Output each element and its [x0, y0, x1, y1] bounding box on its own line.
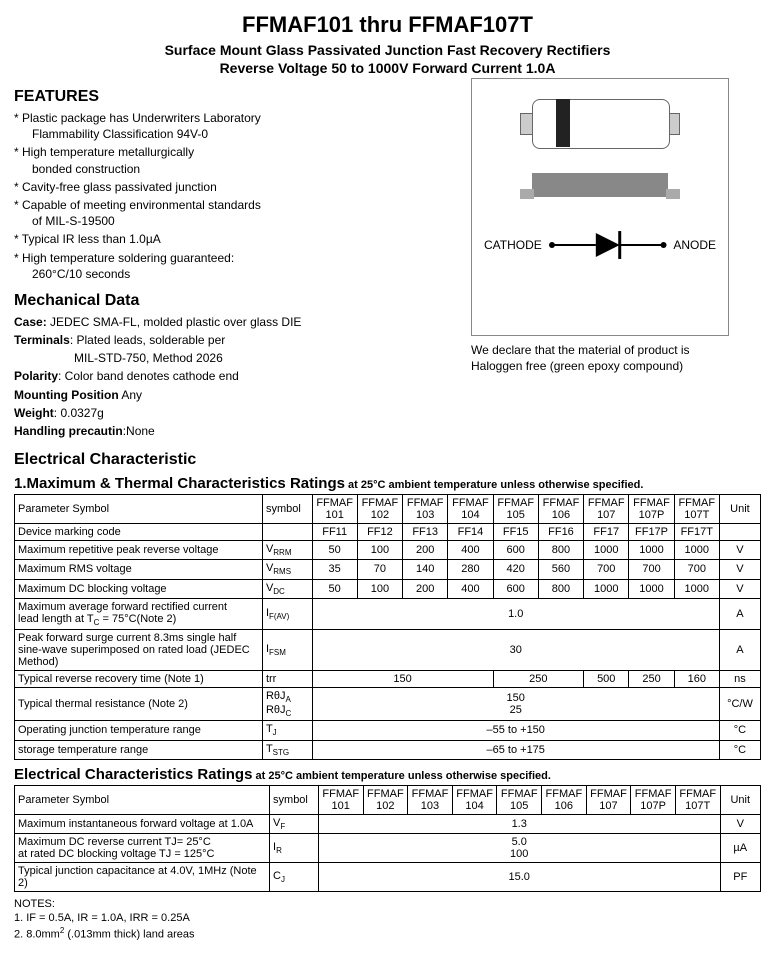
mechanical-data: Case: JEDEC SMA-FL, molded plastic over …	[14, 314, 459, 439]
table-row: storage temperature rangeTSTG–65 to +175…	[15, 740, 761, 759]
mechanical-heading: Mechanical Data	[14, 292, 459, 310]
table-row: Typical junction capacitance at 4.0V, 1M…	[15, 862, 761, 891]
table-row: Operating junction temperature rangeTJ–5…	[15, 721, 761, 740]
table-row: Parameter Symbolsymbol FFMAF 101FFMAF 10…	[15, 785, 761, 814]
feature-item: Plastic package has Underwriters Laborat…	[14, 110, 459, 142]
diode-symbol: CATHODE ANODE	[484, 225, 716, 265]
feature-item: Typical IR less than 1.0µA	[14, 231, 459, 247]
electrical-char-table: Parameter Symbolsymbol FFMAF 101FFMAF 10…	[14, 785, 761, 892]
feature-item: High temperature soldering guaranteed:26…	[14, 250, 459, 282]
table-row: Peak forward surge current 8.3ms single …	[15, 629, 761, 670]
electrical-heading: Electrical Characteristic	[14, 451, 761, 469]
notes-heading: NOTES:	[14, 898, 761, 910]
anode-label: ANODE	[673, 238, 716, 252]
table-row: Maximum DC reverse current TJ= 25°Cat ra…	[15, 833, 761, 862]
package-diagram: CATHODE ANODE	[471, 78, 729, 336]
feature-item: High temperature metallurgicallybonded c…	[14, 144, 459, 176]
feature-item: Cavity-free glass passivated junction	[14, 179, 459, 195]
package-side-view-icon	[520, 173, 680, 203]
note-item: 1. IF = 0.5A, IR = 1.0A, IRR = 0.25A	[14, 912, 761, 924]
material-declaration: We declare that the material of product …	[471, 342, 761, 374]
table-row: Maximum average forward rectified curren…	[15, 598, 761, 629]
feature-item: Capable of meeting environmental standar…	[14, 197, 459, 229]
table1-title: 1.Maximum & Thermal Characteristics Rati…	[14, 475, 761, 492]
page-subtitle-2: Reverse Voltage 50 to 1000V Forward Curr…	[14, 60, 761, 76]
table-row: Typical reverse recovery time (Note 1)tr…	[15, 670, 761, 687]
table-row: Maximum instantaneous forward voltage at…	[15, 814, 761, 833]
diode-icon	[548, 225, 668, 265]
page-subtitle-1: Surface Mount Glass Passivated Junction …	[14, 42, 761, 58]
note-item: 2. 8.0mm2 (.013mm thick) land areas	[14, 926, 761, 941]
cathode-label: CATHODE	[484, 238, 542, 252]
table-row: Maximum DC blocking voltageVDC5010020040…	[15, 579, 761, 598]
package-top-view-icon	[520, 93, 680, 153]
table-row: Parameter Symbolsymbol FFMAF 101FFMAF 10…	[15, 495, 761, 524]
page-title: FFMAF101 thru FFMAF107T	[14, 12, 761, 38]
table-row: Typical thermal resistance (Note 2)RθJAR…	[15, 687, 761, 720]
features-list: Plastic package has Underwriters Laborat…	[14, 110, 459, 282]
table-row: Maximum RMS voltageVRMS35701402804205607…	[15, 560, 761, 579]
features-heading: FEATURES	[14, 88, 459, 106]
table2-title: Electrical Characteristics Ratings at 25…	[14, 766, 761, 783]
notes-section: NOTES: 1. IF = 0.5A, IR = 1.0A, IRR = 0.…	[14, 898, 761, 941]
table-row: Maximum repetitive peak reverse voltageV…	[15, 541, 761, 560]
table-row: Device marking codeFF11FF12FF13FF14FF15F…	[15, 524, 761, 541]
max-thermal-table: Parameter Symbolsymbol FFMAF 101FFMAF 10…	[14, 494, 761, 760]
